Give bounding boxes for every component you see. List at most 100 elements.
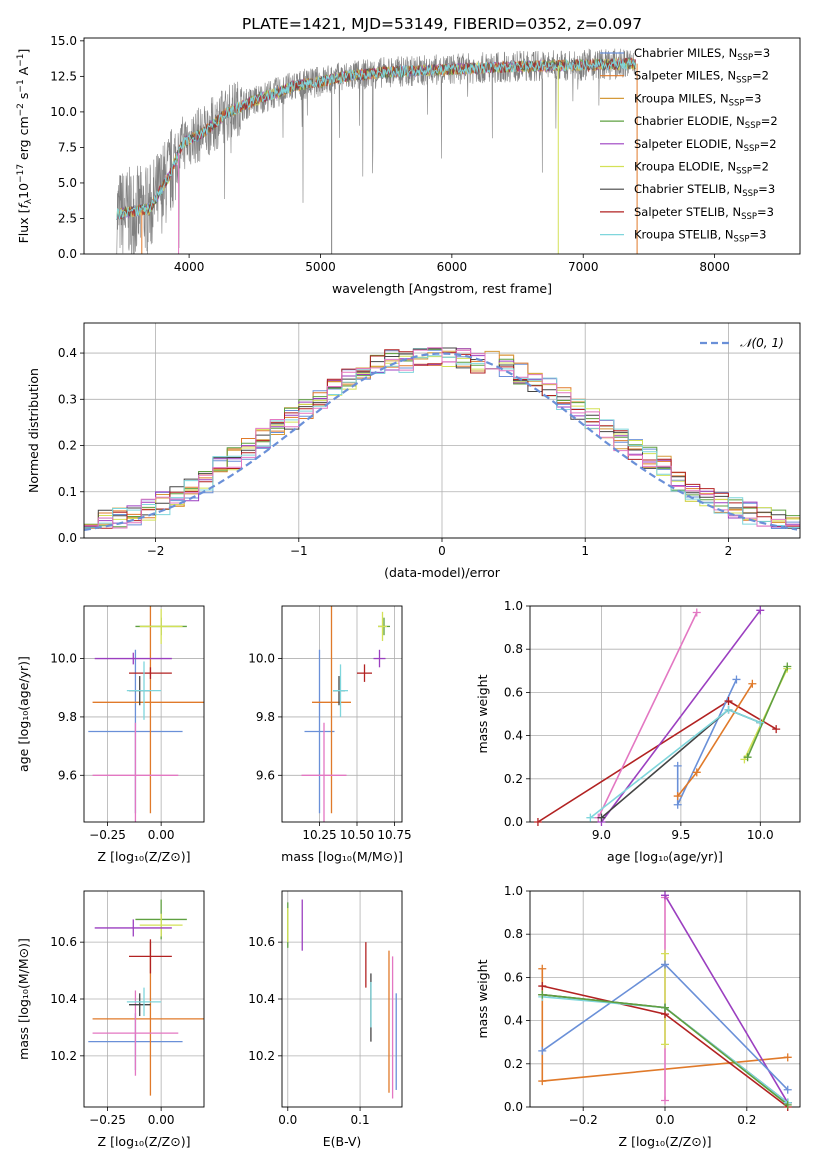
- weight-marker: [586, 813, 595, 822]
- y-tick-label: 2.5: [58, 211, 77, 225]
- y-tick-label: 10.2: [248, 1049, 275, 1063]
- Z-age-plot-area: [88, 606, 204, 822]
- legend-model: Kroupa MILES: [634, 91, 713, 105]
- legend-n-prefix: , N: [718, 228, 734, 242]
- x-tick-label: 0.0: [655, 1113, 674, 1127]
- legend-model: Chabrier ELODIE: [634, 114, 729, 128]
- legend-subscript: SSP: [729, 98, 745, 108]
- weight-marker: [732, 675, 741, 684]
- weight-marker: [538, 1077, 547, 1086]
- x-axis-label: Z [log₁₀(Z/Z⊙)]: [619, 1134, 712, 1149]
- mass-age-panel: 10.25 10.50 10.75 9.6 9.8 10.0 mass [log₁₀(M/M…: [248, 605, 412, 864]
- y-tick-label: 0.2: [504, 1057, 523, 1071]
- y-tick-label: 0.4: [504, 729, 523, 743]
- y-tick-label: 10.0: [50, 652, 77, 666]
- spectrum-plot-area: [116, 48, 638, 254]
- figure-title: PLATE=1421, MJD=53149, FIBERID=0352, z=0…: [242, 15, 642, 33]
- axes-frame: [83, 605, 205, 823]
- axes-frame: [83, 322, 801, 539]
- y-tick-label: 0.4: [58, 346, 77, 360]
- legend-n-prefix: , N: [729, 114, 745, 128]
- model-spectrum: [116, 58, 636, 220]
- residual-histogram: [84, 347, 800, 529]
- x-tick-label: 10.25: [302, 828, 336, 842]
- x-axis-label: mass [log₁₀(M/M⊙)]: [281, 849, 403, 864]
- legend-label: Chabrier MILES, NSSP=3: [634, 46, 770, 63]
- weight-marker: [538, 1046, 547, 1055]
- legend-n: 3: [754, 91, 761, 105]
- weight-marker: [692, 608, 701, 617]
- weight-marker: [673, 792, 682, 801]
- x-tick-label: 2: [725, 544, 733, 558]
- legend-label: 𝒩(0, 1): [740, 336, 784, 350]
- weight-marker: [743, 753, 752, 762]
- y-tick-label: 9.8: [58, 710, 77, 724]
- legend-equals: =: [744, 91, 754, 105]
- y-tick-label: 10.6: [50, 935, 77, 949]
- weight-marker: [673, 761, 682, 770]
- weight-marker: [783, 1053, 792, 1062]
- weight-marker: [661, 1040, 669, 1049]
- y-tick-label: 0.3: [58, 392, 77, 406]
- legend-n-prefix: , N: [726, 182, 742, 196]
- y-axis-label: mass weight: [475, 674, 490, 753]
- x-tick-label: 9.0: [592, 828, 611, 842]
- x-axis-label: E(B-V): [323, 1134, 362, 1149]
- x-tick-label: 10.50: [340, 828, 374, 842]
- y-tick-label: 1.0: [504, 599, 523, 613]
- y-tick-label: 9.6: [256, 768, 275, 782]
- legend-subscript: SSP: [736, 167, 752, 177]
- ebv-mass-plot-area: [287, 899, 397, 1099]
- weight-line: [600, 609, 761, 822]
- x-tick-label: 6000: [437, 260, 468, 274]
- x-axis-label: Z [log₁₀(Z/Z⊙)]: [98, 849, 191, 864]
- legend-model: Salpeter STELIB: [634, 205, 725, 219]
- legend-subscript: SSP: [736, 76, 752, 86]
- y-tick-label: 7.5: [58, 140, 77, 154]
- legend-label: Salpeter MILES, NSSP=2: [634, 69, 769, 86]
- y-tick-label: 0.2: [58, 439, 77, 453]
- axes-frame: [83, 37, 801, 255]
- x-tick-label: 7000: [568, 260, 599, 274]
- weight-marker: [748, 679, 757, 688]
- x-tick-label: −1: [290, 544, 308, 558]
- axes-frame: [281, 605, 403, 823]
- axes-frame: [83, 890, 205, 1108]
- mass-age-plot-area: [301, 606, 390, 822]
- y-tick-label: 0.0: [504, 815, 523, 829]
- y-tick-label: 5.0: [58, 176, 77, 190]
- y-axis-label: Flux [fλ10−17 erg cm−2 s−1 A−1]: [16, 49, 34, 244]
- residuals-plot-area: [84, 347, 800, 531]
- gaussian-curve: [84, 352, 798, 531]
- residual-histogram: [84, 355, 800, 526]
- age-weight-panel: 9.0 9.5 10.0 0.0 0.2 0.4 0.6 0.8 1.0 age [log₁₀(a…: [475, 599, 801, 864]
- legend-n: 3: [759, 228, 766, 242]
- weight-marker: [783, 1085, 792, 1094]
- legend-n-prefix: , N: [721, 46, 737, 60]
- legend-model: Chabrier MILES: [634, 46, 721, 60]
- age-weight-plot-area: [537, 609, 789, 822]
- axes-frame: [529, 890, 801, 1108]
- y-tick-label: 0.1: [58, 485, 77, 499]
- legend-subscript: SSP: [742, 189, 758, 199]
- y-axis-label: mass [log₁₀(M/M⊙)]: [16, 938, 31, 1060]
- x-axis-label: age [log₁₀(age/yr)]: [607, 849, 723, 864]
- weight-marker: [783, 662, 792, 671]
- x-tick-label: 0.00: [148, 1113, 175, 1127]
- y-tick-label: 0.2: [504, 772, 523, 786]
- y-tick-label: 0.4: [504, 1014, 523, 1028]
- x-axis-label: Z [log₁₀(Z/Z⊙)]: [98, 1134, 191, 1149]
- legend-n-prefix: , N: [725, 205, 741, 219]
- legend-subscript: SSP: [741, 212, 757, 222]
- legend-n: 2: [770, 114, 777, 128]
- weight-marker: [533, 818, 542, 826]
- y-axis-label: age [log₁₀(age/yr)]: [16, 656, 31, 772]
- legend-n: 2: [762, 160, 769, 174]
- legend-equals: =: [749, 228, 759, 242]
- x-tick-label: 0.2: [737, 1113, 756, 1127]
- legend-n: 3: [768, 182, 775, 196]
- legend-model: Kroupa STELIB: [634, 228, 718, 242]
- legend-label: Kroupa MILES, NSSP=3: [634, 91, 761, 108]
- weight-marker: [673, 800, 682, 809]
- weight-marker: [661, 891, 669, 900]
